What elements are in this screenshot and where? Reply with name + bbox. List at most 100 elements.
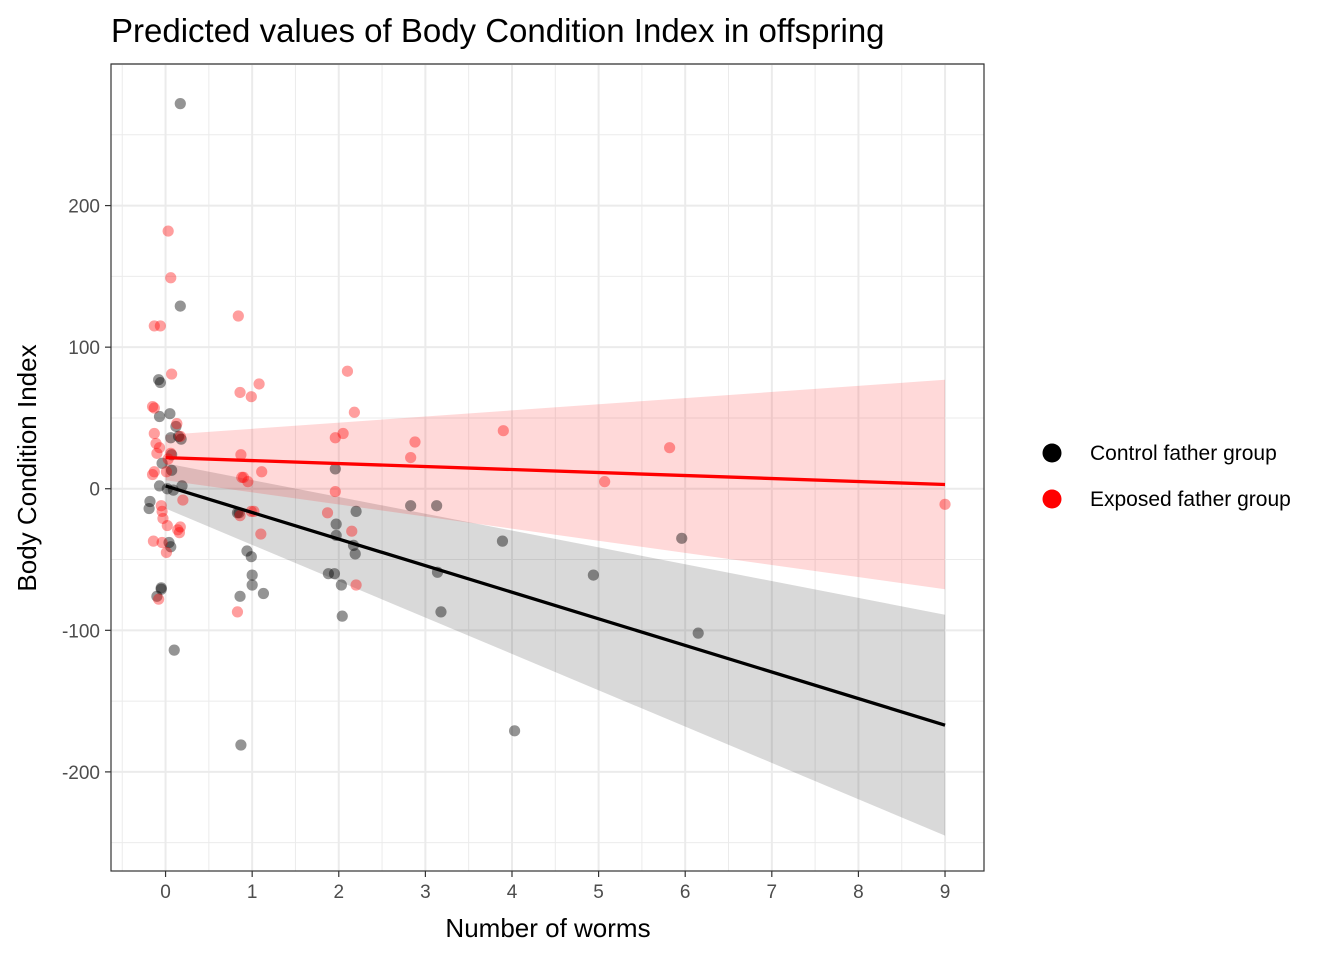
data-point-control xyxy=(153,410,166,423)
legend-key-exposed xyxy=(1042,489,1062,509)
data-point-exposed xyxy=(153,593,165,605)
legend-key-control xyxy=(1042,443,1062,463)
data-point-exposed xyxy=(405,451,417,464)
data-point-control xyxy=(143,502,155,515)
data-point-control xyxy=(329,463,341,475)
data-point-control xyxy=(175,433,187,445)
data-point-exposed xyxy=(147,535,160,547)
data-point-exposed xyxy=(166,368,178,380)
data-point-exposed xyxy=(348,406,360,418)
data-point-control xyxy=(241,545,253,557)
data-point-exposed xyxy=(341,365,354,377)
grid xyxy=(111,63,984,871)
y-tick-label: 100 xyxy=(68,338,100,359)
data-point-control xyxy=(155,582,167,594)
data-point-control xyxy=(174,98,186,110)
data-point-control xyxy=(235,739,247,751)
data-point-control xyxy=(165,541,177,553)
data-point-exposed xyxy=(156,536,168,549)
data-point-control xyxy=(153,480,166,492)
y-axis: -200 -100 0 100 200 xyxy=(62,197,111,784)
confidence-ribbon-control xyxy=(165,463,946,836)
data-point-exposed xyxy=(173,527,186,539)
data-point-control xyxy=(144,495,156,508)
x-tick-label: 0 xyxy=(160,882,171,903)
y-tick-label: -200 xyxy=(62,763,100,784)
confidence-ribbon-exposed xyxy=(165,379,946,590)
data-point-control xyxy=(350,505,362,517)
data-point-exposed xyxy=(599,476,611,488)
data-point-exposed xyxy=(231,606,244,618)
data-point-exposed xyxy=(256,466,268,478)
x-tick-label: 6 xyxy=(680,882,691,903)
data-point-exposed xyxy=(172,524,184,536)
data-point-control xyxy=(151,590,163,602)
data-point-exposed xyxy=(242,476,254,488)
data-point-control xyxy=(170,420,182,433)
data-point-exposed xyxy=(409,436,421,448)
panel-background xyxy=(111,64,984,871)
data-point-exposed xyxy=(939,498,951,510)
x-tick-label: 2 xyxy=(333,882,344,903)
data-point-exposed xyxy=(146,468,159,481)
data-point-exposed xyxy=(346,525,358,537)
data-point-control xyxy=(153,374,165,386)
legend-label-exposed: Exposed father group xyxy=(1090,488,1291,511)
data-point-control xyxy=(165,432,177,444)
data-point-exposed xyxy=(153,442,166,454)
data-point-exposed xyxy=(151,447,163,459)
x-axis-title: Number of worms xyxy=(445,913,650,943)
x-tick-label: 9 xyxy=(940,882,951,903)
data-point-exposed xyxy=(321,507,334,519)
data-point-exposed xyxy=(156,505,168,517)
fit-lines xyxy=(165,455,946,727)
data-point-exposed xyxy=(234,510,246,522)
data-point-control xyxy=(496,535,509,547)
x-tick-label: 3 xyxy=(420,882,431,903)
data-point-exposed xyxy=(329,485,341,498)
data-point-control xyxy=(245,551,257,563)
data-point-exposed xyxy=(146,401,159,413)
y-tick-label: 0 xyxy=(89,480,100,501)
data-point-control xyxy=(156,457,168,469)
data-point-exposed xyxy=(253,378,265,390)
data-point-control xyxy=(168,644,180,656)
data-point-exposed xyxy=(165,272,177,284)
x-tick-label: 1 xyxy=(247,882,258,903)
data-point-control xyxy=(234,590,246,602)
data-point-exposed xyxy=(154,320,166,332)
data-point-exposed xyxy=(148,320,160,332)
data-point-control xyxy=(336,610,348,622)
data-point-control xyxy=(328,568,341,580)
data-point-exposed xyxy=(497,425,509,437)
data-point-exposed xyxy=(174,521,186,533)
data-point-control xyxy=(405,500,417,512)
data-point-control xyxy=(435,606,447,618)
fit-line-control xyxy=(165,484,946,727)
fit-line-exposed xyxy=(165,455,946,487)
data-point-exposed xyxy=(237,471,250,484)
data-point-exposed xyxy=(162,225,174,237)
data-point-control xyxy=(330,518,342,530)
data-point-exposed xyxy=(161,519,173,532)
y-axis-title: Body Condition Index xyxy=(12,344,42,591)
data-point-exposed xyxy=(235,449,247,461)
data-point-exposed xyxy=(350,579,362,591)
data-point-exposed xyxy=(236,471,248,484)
data-point-exposed xyxy=(150,437,162,450)
data-point-control xyxy=(246,569,258,581)
data-point-control xyxy=(587,569,600,581)
data-point-exposed xyxy=(174,430,186,442)
data-point-exposed xyxy=(155,500,167,512)
data-point-control xyxy=(172,430,185,442)
data-point-exposed xyxy=(148,402,160,414)
x-tick-label: 7 xyxy=(767,882,778,903)
data-point-control xyxy=(246,579,258,591)
data-point-exposed xyxy=(245,391,257,403)
y-tick-label: -100 xyxy=(62,621,100,642)
data-point-exposed xyxy=(160,546,173,559)
x-tick-label: 4 xyxy=(507,882,518,903)
data-point-exposed xyxy=(234,386,246,399)
data-point-control xyxy=(676,532,688,544)
